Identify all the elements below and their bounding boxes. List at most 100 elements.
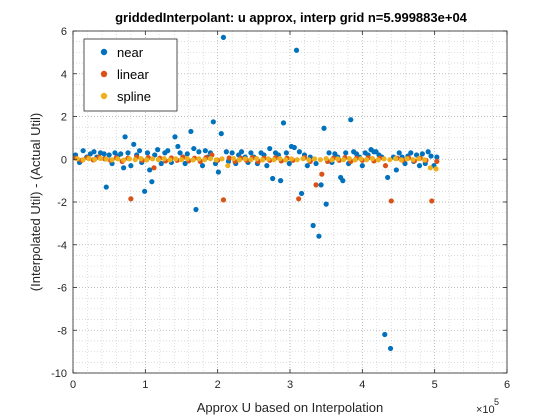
near-point — [220, 34, 227, 41]
spline-point — [381, 156, 387, 162]
spline-point — [86, 156, 92, 162]
series-spline — [74, 155, 439, 172]
spline-point — [219, 156, 225, 162]
near-point — [149, 179, 155, 185]
spline-point — [300, 156, 306, 162]
near-point — [286, 160, 292, 167]
near-point — [434, 154, 440, 160]
legend-label-near: near — [117, 45, 144, 60]
spline-point — [149, 156, 156, 162]
spline-point — [97, 155, 104, 161]
spline-point — [230, 156, 237, 162]
near-point — [396, 150, 402, 156]
linear-point — [296, 196, 302, 202]
near-point — [136, 148, 143, 154]
near-point — [419, 151, 425, 157]
near-point — [191, 145, 197, 152]
spline-point — [340, 157, 347, 163]
near-point — [318, 182, 324, 188]
x-tick-label: 5 — [432, 379, 438, 391]
spline-point — [387, 157, 393, 163]
near-point — [313, 160, 319, 167]
near-point — [296, 149, 302, 155]
spline-point — [369, 156, 376, 162]
spline-point — [259, 157, 266, 163]
near-point — [229, 150, 235, 156]
spline-point — [375, 157, 381, 163]
near-point — [343, 150, 349, 156]
legend-label-spline: spline — [117, 89, 151, 104]
near-point — [280, 120, 287, 126]
spline-point — [103, 156, 109, 162]
near-point — [177, 150, 183, 156]
near-point — [223, 149, 229, 155]
spline-point — [283, 157, 289, 163]
x-exponent: ×10 5 — [476, 397, 499, 416]
spline-point — [161, 156, 167, 162]
near-point — [425, 149, 431, 155]
spline-point — [109, 157, 115, 163]
legend-label-linear: linear — [117, 67, 149, 82]
y-axis-label: (Interpolated Util) - (Actual Util) — [28, 113, 43, 291]
spline-point — [138, 156, 144, 162]
x-tick-label: 4 — [359, 379, 365, 391]
near-point — [428, 153, 434, 159]
y-tick-labels: -10 -8 -6 -4 -2 0 2 4 6 — [51, 26, 67, 380]
near-point — [359, 163, 365, 169]
spline-point — [167, 157, 173, 163]
near-point — [155, 147, 161, 153]
spline-point — [207, 156, 214, 162]
spline-point — [155, 157, 161, 163]
near-point — [408, 150, 414, 156]
x-axis-label: Approx U based on Interpolation — [197, 400, 383, 415]
y-tick-label: -2 — [57, 197, 67, 209]
near-point — [283, 150, 289, 156]
near-point — [278, 178, 284, 184]
x-exponent-power: 5 — [494, 397, 499, 407]
x-tick-label: 0 — [70, 379, 76, 391]
linear-point — [151, 165, 157, 171]
near-point — [323, 201, 329, 207]
x-tick-label: 1 — [142, 379, 148, 391]
spline-point — [398, 157, 404, 163]
spline-point — [132, 157, 138, 163]
spline-point — [242, 156, 248, 162]
spline-point — [80, 157, 86, 163]
near-point — [121, 165, 127, 171]
near-point — [326, 150, 332, 156]
near-point — [291, 144, 297, 151]
y-tick-label: -4 — [57, 240, 67, 252]
near-point — [298, 190, 305, 197]
near-point — [218, 131, 224, 137]
y-tick-label: -8 — [57, 325, 67, 337]
spline-point — [236, 157, 242, 163]
legend-box — [83, 38, 178, 112]
near-point — [147, 167, 153, 173]
y-tick-label: -6 — [57, 283, 67, 295]
spline-point — [352, 157, 358, 163]
spline-point — [335, 156, 341, 162]
near-point — [182, 160, 188, 167]
spline-point — [346, 156, 352, 162]
near-point — [199, 163, 206, 169]
near-point — [293, 47, 300, 53]
spline-point — [393, 156, 399, 162]
y-tick-label: 2 — [61, 112, 67, 124]
spline-point — [416, 156, 422, 162]
near-point — [101, 151, 107, 157]
spline-point — [265, 156, 271, 162]
x-exponent-base: ×10 — [476, 404, 495, 416]
linear-point — [434, 158, 440, 164]
near-point — [248, 150, 254, 156]
linear-point — [388, 198, 394, 204]
spline-point — [311, 156, 318, 162]
axis-ticks — [72, 30, 508, 374]
spline-point — [271, 157, 277, 163]
near-point — [393, 167, 399, 173]
legend[interactable]: near linear spline — [83, 38, 178, 112]
x-tick-label: 6 — [504, 379, 510, 391]
near-point — [382, 331, 388, 338]
near-point — [184, 151, 190, 157]
spline-point — [433, 166, 439, 172]
near-point — [106, 152, 112, 158]
